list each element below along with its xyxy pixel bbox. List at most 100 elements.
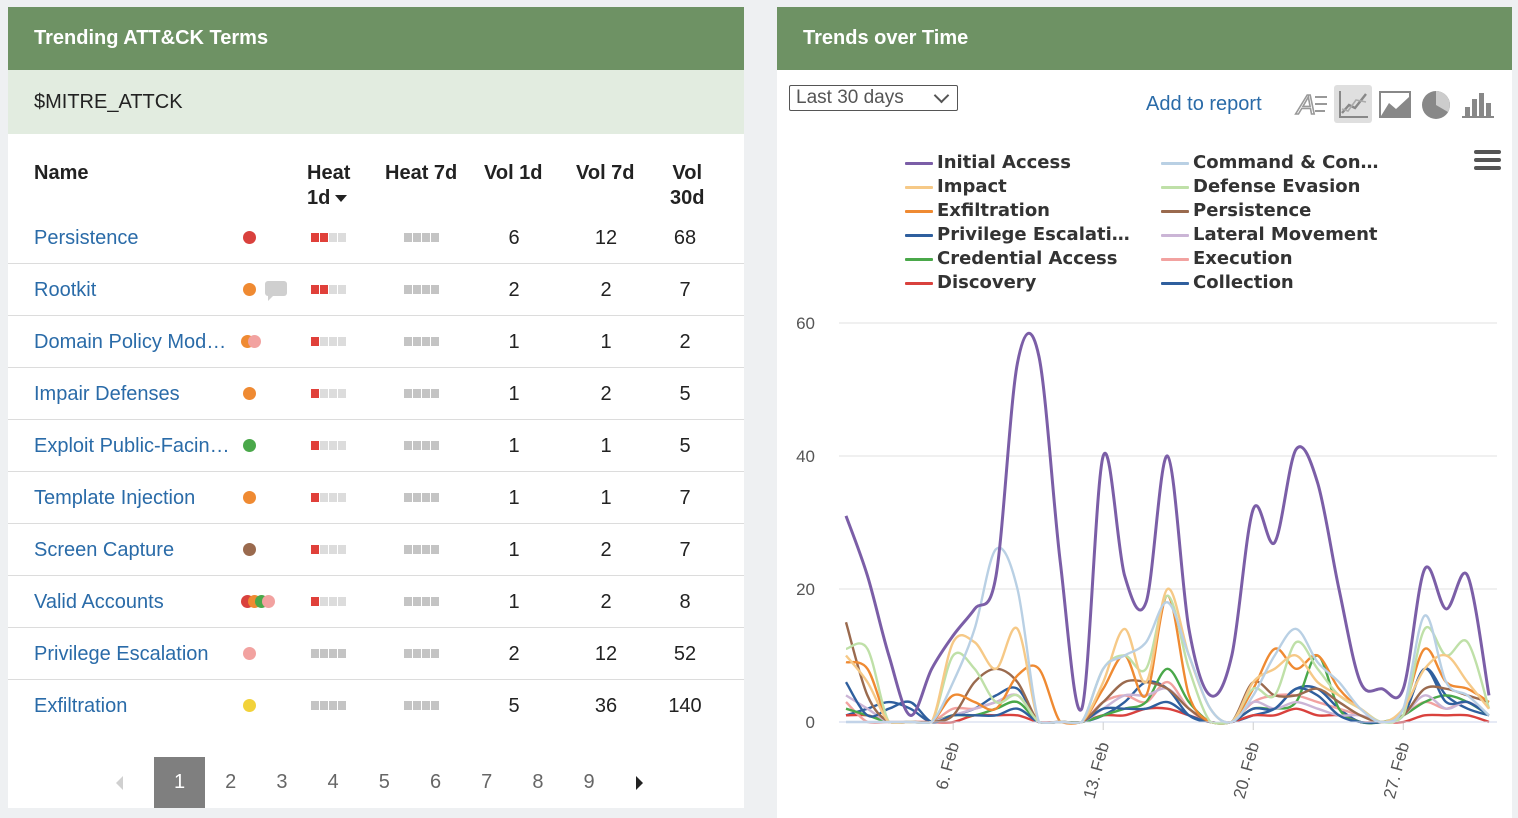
- legend-label: Collection: [1193, 272, 1294, 293]
- comment-icon[interactable]: [265, 281, 287, 301]
- heat-7d-meter: [404, 545, 440, 555]
- heat-7d-meter: [404, 441, 440, 451]
- legend-swatch: [905, 258, 933, 261]
- y-tick-label: 20: [796, 580, 815, 599]
- term-name-link[interactable]: Exploit Public-Facin…: [34, 435, 230, 457]
- table-header: Name Heat 1d Heat 7d Vol 1d Vol 7d Vol 3…: [8, 157, 744, 217]
- column-header-heat-7d[interactable]: Heat 7d: [385, 161, 457, 186]
- vol-7d-value: 2: [600, 591, 612, 613]
- page-button[interactable]: 1: [154, 757, 205, 808]
- area-chart-icon[interactable]: [1376, 85, 1414, 123]
- heat-7d-meter: [404, 597, 440, 607]
- vol-30d-value: 68: [673, 227, 697, 249]
- vol-7d-value: 12: [594, 643, 618, 665]
- vol-1d-value: 6: [508, 227, 520, 249]
- legend-swatch: [1161, 162, 1189, 165]
- term-name-link[interactable]: Privilege Escalation: [34, 643, 209, 665]
- text-chart-icon[interactable]: A: [1293, 85, 1331, 123]
- tag-dot-icon: [243, 439, 256, 452]
- column-header-vol-30d-label-line2: 30d: [670, 187, 705, 209]
- hamburger-menu-icon[interactable]: [1474, 150, 1501, 170]
- previous-page-icon[interactable]: [108, 757, 132, 808]
- legend-swatch: [1161, 210, 1189, 213]
- y-tick-label: 60: [796, 314, 815, 333]
- pie-chart-icon[interactable]: [1417, 85, 1455, 123]
- table-row: Valid Accounts 1 2 8: [8, 576, 744, 628]
- term-name-link[interactable]: Exfiltration: [34, 695, 128, 717]
- vol-7d-value: 1: [600, 487, 612, 509]
- legend-swatch: [905, 186, 933, 189]
- trends-panel-header: Trends over Time: [777, 7, 1512, 70]
- column-header-name[interactable]: Name: [34, 161, 88, 186]
- page-button[interactable]: 6: [429, 771, 442, 793]
- heat-1d-meter: [311, 597, 347, 607]
- term-name-link[interactable]: Valid Accounts: [34, 591, 164, 613]
- page-button[interactable]: 9: [583, 771, 595, 793]
- series-line[interactable]: [844, 331, 1491, 717]
- column-header-heat-7d-label: Heat 7d: [385, 162, 458, 184]
- page-button[interactable]: 4: [327, 771, 339, 793]
- vol-1d-value: 1: [508, 383, 520, 405]
- tag-dots: [241, 647, 291, 661]
- column-header-vol-1d[interactable]: Vol 1d: [484, 161, 543, 186]
- legend-label: Execution: [1193, 248, 1293, 269]
- next-page-icon[interactable]: [624, 757, 648, 808]
- vol-7d-value: 2: [600, 539, 612, 561]
- legend-label: Initial Access: [937, 152, 1071, 173]
- heat-7d-meter: [404, 285, 440, 295]
- vol-30d-value: 5: [679, 383, 691, 405]
- vol-7d-value: 2: [600, 383, 612, 405]
- tag-dots: [241, 595, 291, 609]
- tag-dots: [241, 387, 291, 401]
- vol-1d-value: 1: [508, 435, 520, 457]
- term-name-link[interactable]: Impair Defenses: [34, 383, 180, 405]
- table-row: Domain Policy Mod… 1 1 2: [8, 316, 744, 368]
- term-name-link[interactable]: Rootkit: [34, 279, 97, 301]
- vol-1d-value: 1: [508, 487, 520, 509]
- page-button[interactable]: 5: [378, 771, 390, 793]
- line-chart-icon[interactable]: [1334, 85, 1372, 123]
- tag-dot-icon: [243, 491, 256, 504]
- y-tick-label: 0: [806, 713, 815, 732]
- column-header-vol-7d-label: Vol 7d: [576, 162, 635, 184]
- tag-dot-icon: [248, 335, 261, 348]
- bar-chart-icon[interactable]: [1459, 85, 1497, 123]
- heat-7d-meter: [404, 701, 440, 711]
- trends-panel-title: Trends over Time: [803, 27, 969, 49]
- column-header-heat-1d-line2: 1d: [307, 186, 350, 211]
- column-header-vol-7d[interactable]: Vol 7d: [576, 161, 635, 186]
- page-button[interactable]: 7: [481, 771, 493, 793]
- heat-7d-meter: [404, 389, 440, 399]
- time-range-select[interactable]: Last 30 days: [789, 85, 958, 111]
- trending-panel-title: Trending ATT&CK Terms: [34, 27, 269, 49]
- trending-panel-header: Trending ATT&CK Terms: [8, 7, 744, 70]
- column-header-vol-1d-label: Vol 1d: [484, 162, 543, 184]
- term-name-link[interactable]: Persistence: [34, 227, 139, 249]
- vol-30d-value: 5: [679, 435, 691, 457]
- column-header-vol-30d[interactable]: Vol 30d: [670, 161, 704, 211]
- column-header-heat-1d-label-line2: 1d: [307, 187, 331, 209]
- column-header-name-label: Name: [34, 162, 89, 184]
- heat-7d-meter: [404, 233, 440, 243]
- page-button[interactable]: 3: [276, 771, 288, 793]
- table-row: Rootkit 2 2 7: [8, 264, 744, 316]
- x-tick-label: 6. Feb: [932, 740, 963, 791]
- tag-dots: [241, 231, 291, 245]
- vol-7d-value: 36: [594, 695, 618, 717]
- heat-1d-meter: [311, 493, 347, 503]
- page-button[interactable]: 8: [532, 771, 544, 793]
- term-name-link[interactable]: Screen Capture: [34, 539, 175, 561]
- page-button[interactable]: 2: [225, 771, 237, 793]
- table-row: Persistence 6 12 68: [8, 212, 744, 264]
- table-row: Privilege Escalation 2 12 52: [8, 628, 744, 680]
- term-name-link[interactable]: Domain Policy Mod…: [34, 331, 227, 353]
- vol-30d-value: 7: [679, 279, 691, 301]
- tag-dot-icon: [243, 699, 256, 712]
- term-name-link[interactable]: Template Injection: [34, 487, 196, 509]
- column-header-heat-1d[interactable]: Heat 1d: [307, 161, 350, 211]
- vol-30d-value: 7: [679, 539, 691, 561]
- legend-label: Persistence: [1193, 200, 1312, 221]
- add-to-report-link[interactable]: Add to report: [1146, 93, 1262, 115]
- tag-dot-icon: [243, 543, 256, 556]
- column-header-heat-1d-label-line1: Heat: [307, 162, 351, 184]
